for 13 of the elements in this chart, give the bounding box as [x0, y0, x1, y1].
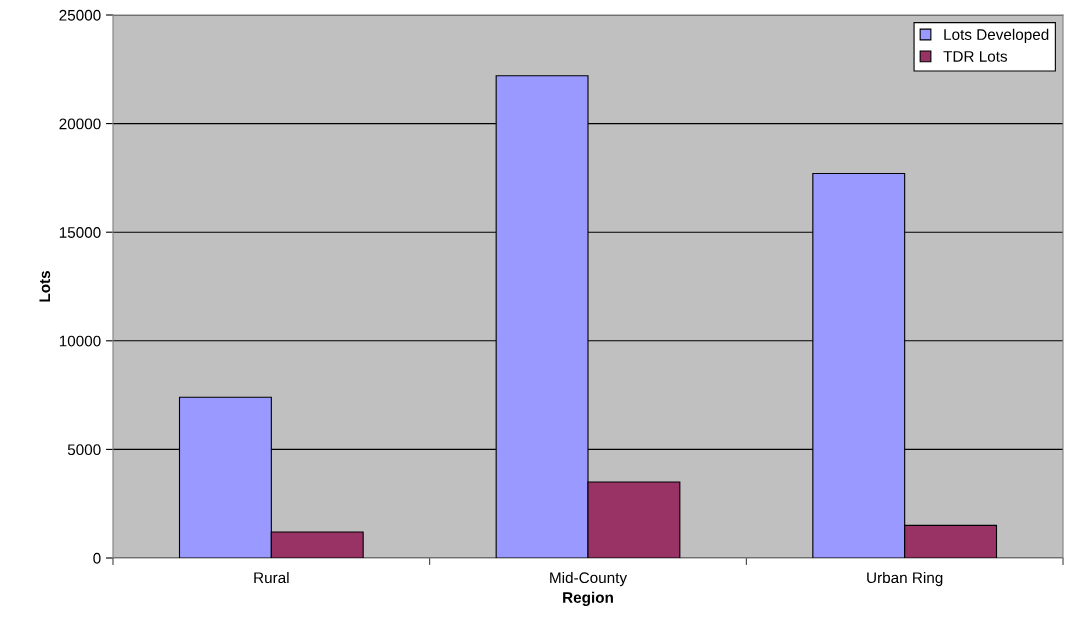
y-tick-label: 15000: [59, 227, 101, 238]
y-tick-label: 25000: [59, 9, 101, 21]
y-tick-label: 20000: [59, 118, 101, 130]
y-tick-label: 10000: [59, 335, 101, 347]
x-tick-label: Rural: [254, 571, 289, 584]
x-tick-label: Mid-County: [550, 571, 628, 587]
y-axis-title: Lots: [39, 271, 51, 302]
x-tick-label: Urban Ring: [867, 571, 943, 587]
y-tick-label: 5000: [67, 444, 101, 456]
legend-label: Lots Developed: [944, 28, 1049, 43]
legend-label: TDR Lots: [943, 51, 1008, 62]
y-tick-label: 0: [93, 552, 101, 564]
x-axis-title: Region: [563, 591, 613, 606]
